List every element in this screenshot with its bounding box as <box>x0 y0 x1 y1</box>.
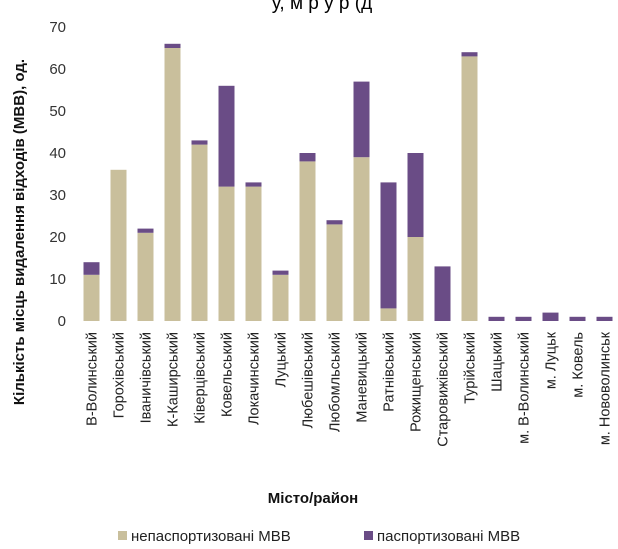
bar-segment-series-2 <box>272 270 289 275</box>
bar-segment-series-2 <box>353 81 370 158</box>
bar-segment-series-2 <box>461 52 478 57</box>
y-axis-ticks: 0 10 20 30 40 50 60 70 <box>49 19 66 330</box>
y-tick-label: 70 <box>49 19 66 36</box>
x-tick-label: Ківерцівський <box>193 332 209 424</box>
bar-segment-series-2 <box>569 316 586 321</box>
bar-segment-series-2 <box>164 43 181 48</box>
x-tick-label: К-Каширський <box>166 332 182 427</box>
bar-segment-series-1 <box>461 56 478 322</box>
x-tick-label: Маневицький <box>355 332 371 423</box>
y-tick-label: 10 <box>49 271 66 288</box>
bar-segment-series-2 <box>488 316 505 321</box>
x-tick-label: Іваничівський <box>139 332 155 423</box>
x-axis-tick-labels: В-Волинський Горохівський Іваничівський К-К… <box>85 331 614 446</box>
y-tick-label: 30 <box>49 187 66 204</box>
bar-segment-series-1 <box>245 186 262 321</box>
legend-label: непаспортизовані МВВ <box>131 528 291 545</box>
bar-segment-series-1 <box>164 48 181 321</box>
x-tick-label: В-Волинський <box>85 332 101 426</box>
y-tick-label: 50 <box>49 103 66 120</box>
x-axis-title: Місто/район <box>268 490 358 507</box>
bar-segment-series-1 <box>218 186 235 321</box>
bars <box>83 43 613 322</box>
y-tick-label: 20 <box>49 229 66 246</box>
y-tick-label: 40 <box>49 145 66 162</box>
bar-segment-series-2 <box>218 85 235 187</box>
x-tick-label: м. Нововолинськ <box>598 331 614 445</box>
bar-segment-series-1 <box>353 157 370 321</box>
bar-segment-series-2 <box>434 266 451 321</box>
x-tick-label: Горохівський <box>112 332 128 418</box>
x-tick-label: Ковельський <box>220 332 236 417</box>
legend-swatch <box>364 531 373 540</box>
legend: непаспортизовані МВВ паспортизовані МВВ <box>118 528 520 545</box>
x-tick-label: Луцький <box>274 332 290 387</box>
x-tick-label: Шацький <box>490 332 506 392</box>
chart-title: у, м р у р (д <box>272 0 372 14</box>
bar-segment-series-1 <box>191 144 208 321</box>
bar-segment-series-2 <box>326 220 343 225</box>
bar-segment-series-1 <box>407 237 424 321</box>
x-tick-label: Старовижівський <box>436 332 452 447</box>
bar-segment-series-2 <box>407 153 424 237</box>
bar-segment-series-1 <box>326 224 343 321</box>
x-tick-label: м. Ковель <box>571 332 587 398</box>
bar-segment-series-1 <box>110 169 127 321</box>
bar-segment-series-1 <box>137 232 154 321</box>
x-tick-label: Локачинський <box>247 332 263 425</box>
bar-segment-series-2 <box>515 316 532 321</box>
x-tick-label: м. В-Волинський <box>517 332 533 444</box>
bar-segment-series-1 <box>272 274 289 321</box>
x-tick-label: Любешівський <box>301 332 317 428</box>
bar-segment-series-2 <box>245 182 262 187</box>
bar-segment-series-1 <box>299 161 316 321</box>
bar-segment-series-2 <box>299 153 316 162</box>
legend-label: паспортизовані МВВ <box>377 528 520 545</box>
x-tick-label: Турійський <box>463 332 479 404</box>
x-tick-label: Любомльський <box>328 332 344 432</box>
x-tick-label: м. Луцьк <box>544 331 560 389</box>
bar-segment-series-2 <box>137 228 154 233</box>
bar-segment-series-2 <box>380 182 397 309</box>
legend-swatch <box>118 531 127 540</box>
x-tick-label: Ратнівський <box>382 332 398 412</box>
y-tick-label: 60 <box>49 61 66 78</box>
bar-segment-series-2 <box>596 316 613 321</box>
bar-segment-series-2 <box>83 262 100 275</box>
bar-segment-series-1 <box>83 274 100 321</box>
x-tick-label: Рожищенський <box>409 332 425 432</box>
bar-segment-series-2 <box>191 140 208 145</box>
bar-segment-series-1 <box>380 308 397 321</box>
y-tick-label: 0 <box>58 313 66 330</box>
bar-segment-series-2 <box>542 312 559 321</box>
y-axis-title: Кількість місць видалення відходів (МВВ)… <box>11 59 28 405</box>
